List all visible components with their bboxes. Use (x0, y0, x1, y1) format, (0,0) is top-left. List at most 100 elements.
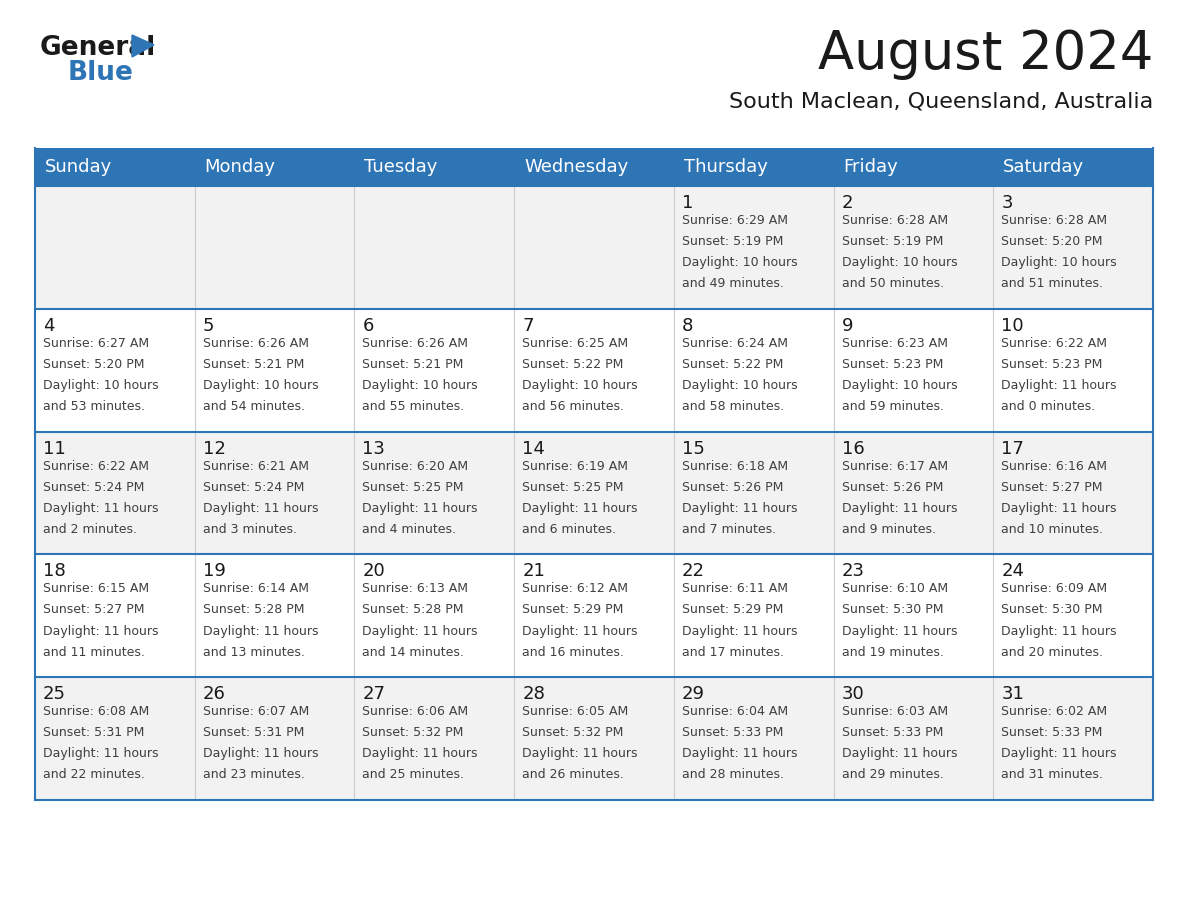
Text: Sunday: Sunday (45, 158, 112, 176)
Text: Daylight: 11 hours: Daylight: 11 hours (203, 747, 318, 760)
Text: 17: 17 (1001, 440, 1024, 457)
Text: Sunset: 5:29 PM: Sunset: 5:29 PM (682, 603, 783, 617)
Text: Sunset: 5:26 PM: Sunset: 5:26 PM (841, 481, 943, 494)
Text: Sunrise: 6:27 AM: Sunrise: 6:27 AM (43, 337, 150, 350)
Text: and 23 minutes.: and 23 minutes. (203, 768, 304, 781)
Text: and 4 minutes.: and 4 minutes. (362, 522, 456, 536)
Text: Sunrise: 6:16 AM: Sunrise: 6:16 AM (1001, 460, 1107, 473)
Text: 24: 24 (1001, 563, 1024, 580)
Text: Daylight: 10 hours: Daylight: 10 hours (203, 379, 318, 392)
Text: and 3 minutes.: and 3 minutes. (203, 522, 297, 536)
Text: Daylight: 11 hours: Daylight: 11 hours (841, 502, 958, 515)
Text: Sunset: 5:28 PM: Sunset: 5:28 PM (362, 603, 465, 617)
Text: and 0 minutes.: and 0 minutes. (1001, 400, 1095, 413)
Text: and 19 minutes.: and 19 minutes. (841, 645, 943, 658)
Text: and 22 minutes.: and 22 minutes. (43, 768, 145, 781)
Text: and 50 minutes.: and 50 minutes. (841, 277, 943, 290)
Text: Sunrise: 6:02 AM: Sunrise: 6:02 AM (1001, 705, 1107, 718)
Text: 10: 10 (1001, 317, 1024, 335)
Text: and 25 minutes.: and 25 minutes. (362, 768, 465, 781)
Text: and 2 minutes.: and 2 minutes. (43, 522, 137, 536)
Text: 29: 29 (682, 685, 704, 703)
Text: Sunrise: 6:23 AM: Sunrise: 6:23 AM (841, 337, 948, 350)
Text: 16: 16 (841, 440, 865, 457)
Text: and 16 minutes.: and 16 minutes. (523, 645, 624, 658)
Text: Daylight: 11 hours: Daylight: 11 hours (523, 747, 638, 760)
Text: 1: 1 (682, 194, 694, 212)
Text: Sunset: 5:27 PM: Sunset: 5:27 PM (1001, 481, 1102, 494)
Text: Sunset: 5:21 PM: Sunset: 5:21 PM (203, 358, 304, 371)
Text: Sunrise: 6:14 AM: Sunrise: 6:14 AM (203, 582, 309, 596)
Text: Sunset: 5:33 PM: Sunset: 5:33 PM (841, 726, 943, 739)
Text: and 51 minutes.: and 51 minutes. (1001, 277, 1104, 290)
Text: and 20 minutes.: and 20 minutes. (1001, 645, 1104, 658)
Text: 14: 14 (523, 440, 545, 457)
Text: General: General (40, 35, 157, 61)
Text: 22: 22 (682, 563, 704, 580)
Text: 2: 2 (841, 194, 853, 212)
Text: Sunrise: 6:24 AM: Sunrise: 6:24 AM (682, 337, 788, 350)
Text: Daylight: 10 hours: Daylight: 10 hours (1001, 256, 1117, 269)
Text: Daylight: 11 hours: Daylight: 11 hours (1001, 624, 1117, 637)
Text: and 11 minutes.: and 11 minutes. (43, 645, 145, 658)
Text: 6: 6 (362, 317, 374, 335)
Text: Saturday: Saturday (1004, 158, 1085, 176)
Text: Daylight: 11 hours: Daylight: 11 hours (841, 747, 958, 760)
Text: Sunset: 5:30 PM: Sunset: 5:30 PM (1001, 603, 1102, 617)
Text: 27: 27 (362, 685, 385, 703)
Text: Sunset: 5:33 PM: Sunset: 5:33 PM (682, 726, 783, 739)
Text: and 26 minutes.: and 26 minutes. (523, 768, 624, 781)
Text: Daylight: 10 hours: Daylight: 10 hours (841, 379, 958, 392)
Text: Daylight: 10 hours: Daylight: 10 hours (523, 379, 638, 392)
Text: Daylight: 10 hours: Daylight: 10 hours (43, 379, 159, 392)
Text: Sunset: 5:33 PM: Sunset: 5:33 PM (1001, 726, 1102, 739)
Text: and 59 minutes.: and 59 minutes. (841, 400, 943, 413)
Text: and 17 minutes.: and 17 minutes. (682, 645, 784, 658)
Text: Daylight: 11 hours: Daylight: 11 hours (203, 502, 318, 515)
Text: Daylight: 11 hours: Daylight: 11 hours (362, 747, 478, 760)
Text: 11: 11 (43, 440, 65, 457)
Text: Sunrise: 6:25 AM: Sunrise: 6:25 AM (523, 337, 628, 350)
Text: Sunrise: 6:20 AM: Sunrise: 6:20 AM (362, 460, 468, 473)
Text: Daylight: 11 hours: Daylight: 11 hours (43, 747, 158, 760)
Text: 13: 13 (362, 440, 385, 457)
Text: 19: 19 (203, 563, 226, 580)
Text: 8: 8 (682, 317, 694, 335)
Text: Sunset: 5:32 PM: Sunset: 5:32 PM (523, 726, 624, 739)
Text: 15: 15 (682, 440, 704, 457)
Text: Thursday: Thursday (684, 158, 767, 176)
Text: Sunrise: 6:19 AM: Sunrise: 6:19 AM (523, 460, 628, 473)
Text: and 28 minutes.: and 28 minutes. (682, 768, 784, 781)
Text: Daylight: 10 hours: Daylight: 10 hours (362, 379, 478, 392)
Text: Sunrise: 6:28 AM: Sunrise: 6:28 AM (1001, 214, 1107, 227)
Text: Daylight: 11 hours: Daylight: 11 hours (203, 624, 318, 637)
Text: Sunset: 5:24 PM: Sunset: 5:24 PM (203, 481, 304, 494)
Text: Daylight: 11 hours: Daylight: 11 hours (682, 624, 797, 637)
Text: Sunrise: 6:03 AM: Sunrise: 6:03 AM (841, 705, 948, 718)
Text: Daylight: 10 hours: Daylight: 10 hours (682, 256, 797, 269)
Text: Sunset: 5:31 PM: Sunset: 5:31 PM (43, 726, 145, 739)
Text: Daylight: 11 hours: Daylight: 11 hours (362, 624, 478, 637)
Text: Sunrise: 6:22 AM: Sunrise: 6:22 AM (43, 460, 148, 473)
Text: Sunset: 5:20 PM: Sunset: 5:20 PM (43, 358, 145, 371)
Text: Sunrise: 6:10 AM: Sunrise: 6:10 AM (841, 582, 948, 596)
Text: 31: 31 (1001, 685, 1024, 703)
Text: Sunset: 5:25 PM: Sunset: 5:25 PM (362, 481, 465, 494)
Text: 30: 30 (841, 685, 865, 703)
Bar (34, 308, 1154, 431)
Text: Daylight: 11 hours: Daylight: 11 hours (523, 502, 638, 515)
Text: Sunrise: 6:29 AM: Sunrise: 6:29 AM (682, 214, 788, 227)
Text: Daylight: 11 hours: Daylight: 11 hours (1001, 747, 1117, 760)
Text: Blue: Blue (68, 60, 134, 86)
Text: 5: 5 (203, 317, 214, 335)
Text: 25: 25 (43, 685, 67, 703)
Text: Tuesday: Tuesday (365, 158, 438, 176)
Text: Sunrise: 6:04 AM: Sunrise: 6:04 AM (682, 705, 788, 718)
Text: Sunrise: 6:21 AM: Sunrise: 6:21 AM (203, 460, 309, 473)
Text: Sunset: 5:29 PM: Sunset: 5:29 PM (523, 603, 624, 617)
Text: Sunrise: 6:28 AM: Sunrise: 6:28 AM (841, 214, 948, 227)
Text: Sunset: 5:19 PM: Sunset: 5:19 PM (841, 235, 943, 248)
Text: Sunrise: 6:08 AM: Sunrise: 6:08 AM (43, 705, 150, 718)
Text: Daylight: 11 hours: Daylight: 11 hours (1001, 502, 1117, 515)
Text: Sunrise: 6:22 AM: Sunrise: 6:22 AM (1001, 337, 1107, 350)
